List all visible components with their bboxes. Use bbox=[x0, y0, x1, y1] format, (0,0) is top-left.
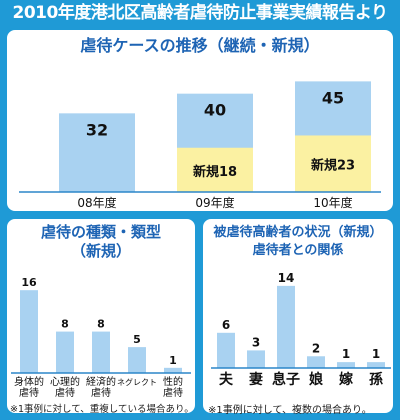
relation-category-3: 娘 bbox=[309, 371, 324, 388]
relation-value-2: 14 bbox=[278, 271, 295, 285]
relationship-chart: 6 夫 3 妻 14 息子 2 娘 1 嫁 1 孫 bbox=[211, 271, 391, 388]
relation-bar-2 bbox=[277, 285, 295, 368]
types-category-4-line0: 性的 bbox=[163, 375, 183, 388]
panel-subtitle-abuse-types: （新規） bbox=[70, 242, 131, 260]
relation-bar-5 bbox=[367, 362, 385, 368]
note-abuse-types: ※1事例に対して、重複している場合あり。 bbox=[10, 404, 194, 415]
relation-category-5: 孫 bbox=[369, 371, 383, 388]
types-bar-4 bbox=[164, 367, 182, 373]
relation-bar-3 bbox=[307, 356, 325, 368]
bar-new-1 bbox=[177, 147, 253, 192]
label-new-1: 新規18 bbox=[193, 164, 237, 180]
panel-subtitle-relationship: 虐待者との関係 bbox=[252, 243, 344, 258]
relation-bar-1 bbox=[247, 350, 265, 368]
panel-case-trend: 虐待ケースの推移（継続・新規） 32 08年度 新規18 40 09年度 新規23 45 10… bbox=[5, 28, 395, 213]
types-category-2-line0: 経済的 bbox=[86, 375, 116, 388]
relation-value-4: 1 bbox=[342, 347, 350, 361]
types-value-3: 5 bbox=[133, 333, 141, 346]
relation-value-1: 3 bbox=[252, 335, 260, 349]
panel-title-abuse-types: 虐待の種類・類型 bbox=[40, 223, 161, 241]
case-trend-chart: 32 08年度 新規18 40 09年度 新規23 45 10年度 bbox=[19, 81, 381, 210]
panel-abuse-types: 虐待の種類・類型 （新規） 16 身体的 虐待 8 心理的 虐待 8 経済的 虐待 5 ネグレクト 1… bbox=[5, 217, 197, 415]
tick-label-2: 10年度 bbox=[313, 195, 352, 210]
relation-category-1: 妻 bbox=[249, 371, 263, 388]
label-new-2: 新規23 bbox=[311, 158, 355, 174]
label-total-0: 32 bbox=[86, 120, 108, 139]
relation-category-4: 嫁 bbox=[338, 371, 353, 388]
types-bar-1 bbox=[56, 331, 74, 373]
note-relationship: ※1事例に対して、複数の場合あり。 bbox=[208, 405, 372, 416]
label-total-2: 45 bbox=[322, 88, 344, 107]
panel-title-relationship: 被虐待高齢者の状況（新規） bbox=[213, 225, 383, 240]
types-value-0: 16 bbox=[21, 276, 37, 289]
types-bar-0 bbox=[20, 290, 38, 373]
relation-value-0: 6 bbox=[222, 318, 230, 332]
relation-category-2: 息子 bbox=[272, 371, 300, 388]
panel-title-case-trend: 虐待ケースの推移（継続・新規） bbox=[80, 36, 320, 55]
types-value-2: 8 bbox=[97, 318, 105, 331]
types-category-4-line1: 虐待 bbox=[163, 386, 183, 399]
relation-value-5: 1 bbox=[372, 347, 380, 361]
label-total-1: 40 bbox=[204, 101, 226, 120]
types-category-2-line1: 虐待 bbox=[91, 386, 111, 399]
types-value-1: 8 bbox=[61, 318, 69, 331]
relation-bar-0 bbox=[217, 332, 235, 368]
types-value-4: 1 bbox=[169, 354, 177, 367]
page-title: 2010年度港北区高齢者虐待防止事業実績報告より bbox=[12, 3, 388, 23]
types-category-1-line1: 虐待 bbox=[55, 386, 75, 399]
relation-value-3: 2 bbox=[312, 341, 320, 355]
tick-label-1: 09年度 bbox=[195, 195, 234, 210]
types-category-3: ネグレクト bbox=[117, 377, 157, 387]
relation-bar-4 bbox=[337, 362, 355, 368]
types-bar-3 bbox=[128, 347, 146, 373]
types-category-0-line0: 身体的 bbox=[14, 375, 44, 388]
bar-new-2 bbox=[295, 135, 371, 192]
types-category-0-line1: 虐待 bbox=[19, 386, 39, 399]
tick-label-0: 08年度 bbox=[77, 195, 116, 210]
types-bar-2 bbox=[92, 331, 110, 373]
relation-category-0: 夫 bbox=[219, 371, 234, 388]
types-category-1-line0: 心理的 bbox=[50, 375, 80, 388]
bar-total-0 bbox=[59, 113, 135, 192]
panel-abuser-relationship: 被虐待高齢者の状況（新規） 虐待者との関係 6 夫 3 妻 14 息子 2 娘 1 嫁 1 孫 ※1事… bbox=[201, 217, 395, 416]
